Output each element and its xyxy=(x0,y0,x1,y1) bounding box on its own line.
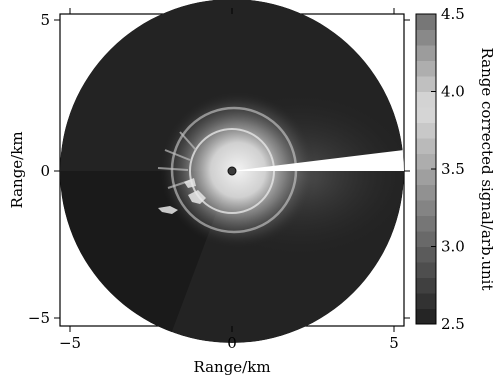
colorbar-band xyxy=(416,169,436,185)
radar-center xyxy=(227,166,237,176)
colorbar-band xyxy=(416,60,436,77)
bright-plume xyxy=(160,92,316,248)
colorbar-band xyxy=(416,76,436,92)
colorbar-tick-label: 3.0 xyxy=(441,238,465,256)
colorbar-band xyxy=(416,262,436,278)
blank-sector xyxy=(232,148,404,171)
y-ticks xyxy=(54,19,410,319)
x-axis-label: Range/km xyxy=(193,358,270,376)
bright-fragments xyxy=(158,178,206,214)
y-axis-label: Range/km xyxy=(8,131,26,208)
ytick-label-5: 5 xyxy=(40,11,50,29)
colorbar-band xyxy=(416,45,436,61)
colorbar-band xyxy=(416,200,436,216)
colorbar-band xyxy=(416,184,436,201)
colorbar-band xyxy=(416,122,436,139)
colorbar-tick-label: 3.5 xyxy=(441,160,465,178)
colorbar-band xyxy=(416,14,436,30)
colorbar-band xyxy=(416,91,436,108)
radar-image xyxy=(60,0,404,343)
colorbar-band xyxy=(416,138,436,154)
colorbar-tick-label: 2.5 xyxy=(441,315,465,333)
xtick-label-neg5: −5 xyxy=(59,334,81,352)
colorbar-band xyxy=(416,293,436,309)
colorbar-band xyxy=(416,246,436,263)
colorbar: 2.5 3.0 3.5 4.0 4.5 xyxy=(415,5,465,333)
colorbar-tick-label: 4.5 xyxy=(441,5,465,23)
colorbar-bands xyxy=(416,14,436,325)
colorbar-tick-label: 4.0 xyxy=(441,83,465,101)
xtick-label-0: 0 xyxy=(227,334,237,352)
ytick-label-0: 0 xyxy=(40,162,50,180)
colorbar-band xyxy=(416,107,436,123)
colorbar-band xyxy=(416,215,436,232)
colorbar-band xyxy=(416,308,436,325)
ytick-label-neg5: −5 xyxy=(28,309,50,327)
colorbar-ticks: 2.5 3.0 3.5 4.0 4.5 xyxy=(431,5,465,333)
colorbar-band xyxy=(416,277,436,294)
xtick-label-5: 5 xyxy=(389,334,399,352)
x-ticks xyxy=(69,8,395,332)
colorbar-label: Range corrected signal/arb.unit xyxy=(478,48,493,291)
colorbar-band xyxy=(416,231,436,247)
colorbar-band xyxy=(416,29,436,46)
colorbar-band xyxy=(416,153,436,170)
